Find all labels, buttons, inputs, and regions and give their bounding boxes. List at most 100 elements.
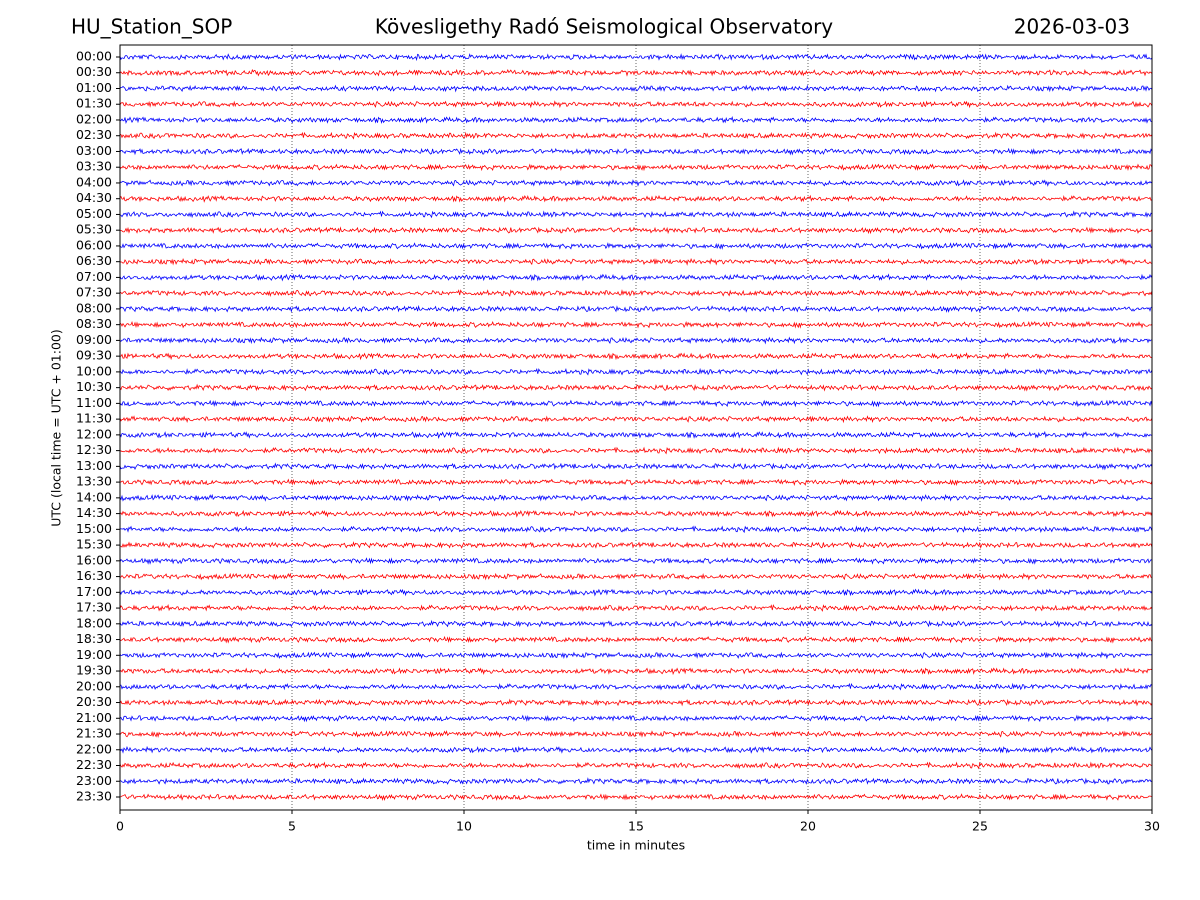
trace xyxy=(119,336,1152,345)
y-tick-label: 14:30 xyxy=(76,505,112,520)
trace xyxy=(120,682,1153,691)
trace xyxy=(119,257,1152,266)
trace xyxy=(119,698,1153,707)
y-tick-label: 23:00 xyxy=(76,773,112,788)
trace xyxy=(119,761,1152,770)
y-tick-label: 10:30 xyxy=(76,379,112,394)
trace xyxy=(119,241,1153,250)
x-tick-label: 15 xyxy=(628,819,644,834)
chart-date: 2026-03-03 xyxy=(1014,15,1130,39)
trace xyxy=(119,462,1153,471)
trace xyxy=(119,53,1153,62)
y-tick-label: 20:00 xyxy=(76,678,112,693)
trace xyxy=(119,745,1153,754)
y-tick-label: 02:00 xyxy=(76,111,112,126)
station-name: HU_Station_SOP xyxy=(71,15,232,39)
trace xyxy=(119,226,1153,235)
trace xyxy=(119,667,1153,676)
x-tick-label: 30 xyxy=(1144,819,1160,834)
y-tick-label: 08:30 xyxy=(76,316,112,331)
y-tick-label: 21:30 xyxy=(76,726,112,741)
plot-frame xyxy=(119,44,1153,811)
trace xyxy=(119,730,1153,738)
y-tick-label: 03:00 xyxy=(76,143,112,158)
trace xyxy=(119,352,1153,361)
y-tick-label: 16:00 xyxy=(76,552,112,567)
trace xyxy=(119,588,1153,597)
trace xyxy=(119,430,1153,439)
trace xyxy=(119,415,1153,424)
trace xyxy=(119,163,1153,172)
x-tick-label: 25 xyxy=(972,819,988,834)
y-tick-label: 21:00 xyxy=(76,710,112,725)
trace xyxy=(119,446,1153,455)
trace xyxy=(119,320,1153,329)
trace xyxy=(119,84,1153,93)
x-tick-label: 5 xyxy=(288,819,296,834)
trace xyxy=(119,273,1153,282)
trace xyxy=(119,399,1153,408)
trace xyxy=(119,572,1153,581)
trace xyxy=(119,793,1153,802)
trace xyxy=(119,509,1153,518)
y-tick-label: 18:30 xyxy=(76,631,112,646)
y-axis-label: UTC (local time = UTC + 01:00) xyxy=(49,329,64,527)
y-tick-label: 01:30 xyxy=(76,96,112,111)
y-tick-label: 19:00 xyxy=(76,647,112,662)
trace xyxy=(119,619,1153,628)
trace xyxy=(119,603,1153,612)
trace xyxy=(119,557,1153,565)
y-tick-label: 11:00 xyxy=(76,395,112,410)
chart-title: Kövesligethy Radó Seismological Observat… xyxy=(375,15,833,39)
y-tick-label: 07:30 xyxy=(76,285,112,300)
y-tick-label: 11:30 xyxy=(76,411,112,426)
trace xyxy=(119,116,1153,125)
y-tick-label: 16:30 xyxy=(76,568,112,583)
trace xyxy=(119,493,1153,502)
trace xyxy=(119,651,1153,660)
y-tick-label: 22:00 xyxy=(76,741,112,756)
y-tick-label: 14:00 xyxy=(76,489,112,504)
trace xyxy=(119,383,1153,392)
y-tick-label: 10:00 xyxy=(76,363,112,378)
y-tick-label: 09:00 xyxy=(76,332,112,347)
trace xyxy=(119,635,1153,644)
y-tick-label: 09:30 xyxy=(76,348,112,363)
y-tick-label: 04:30 xyxy=(76,190,112,205)
x-tick-label: 20 xyxy=(800,819,816,834)
trace xyxy=(119,194,1153,203)
trace xyxy=(119,68,1153,77)
x-tick-label: 0 xyxy=(116,819,124,834)
trace xyxy=(119,714,1153,723)
y-tick-label: 05:00 xyxy=(76,206,112,221)
y-tick-label: 17:00 xyxy=(76,584,112,599)
x-axis-label: time in minutes xyxy=(587,838,685,853)
trace xyxy=(119,478,1153,487)
trace xyxy=(119,541,1153,550)
y-tick-label: 12:30 xyxy=(76,442,112,457)
trace xyxy=(119,777,1153,786)
y-tick-label: 19:30 xyxy=(76,663,112,678)
y-tick-label: 04:00 xyxy=(76,174,112,189)
y-tick-label: 15:30 xyxy=(76,537,112,552)
y-tick-label: 03:30 xyxy=(76,159,112,174)
y-tick-label: 20:30 xyxy=(76,694,112,709)
y-tick-label: 01:00 xyxy=(76,80,112,95)
y-tick-label: 17:30 xyxy=(76,600,112,615)
y-tick-label: 05:30 xyxy=(76,222,112,237)
trace xyxy=(119,367,1153,376)
y-tick-label: 18:00 xyxy=(76,615,112,630)
trace xyxy=(119,100,1153,109)
y-tick-label: 13:30 xyxy=(76,474,112,489)
trace xyxy=(119,304,1153,313)
y-tick-label: 00:30 xyxy=(76,64,112,79)
y-tick-label: 22:30 xyxy=(76,757,112,772)
y-tick-label: 08:00 xyxy=(76,300,112,315)
trace xyxy=(119,525,1153,534)
y-tick-label: 06:30 xyxy=(76,253,112,268)
y-tick-label: 13:00 xyxy=(76,458,112,473)
trace xyxy=(119,289,1153,297)
x-tick-label: 10 xyxy=(456,819,472,834)
y-tick-label: 06:00 xyxy=(76,237,112,252)
